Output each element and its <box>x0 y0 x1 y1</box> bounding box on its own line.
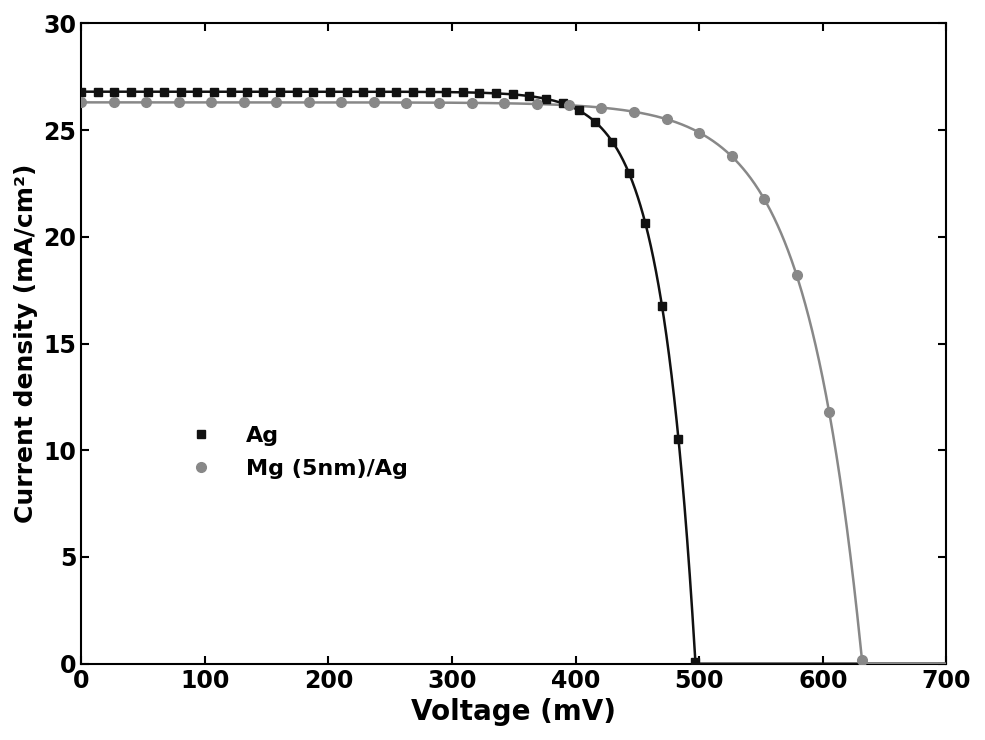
Mg (5nm)/Ag <box>856 656 868 665</box>
Y-axis label: Current density (mA/cm²): Current density (mA/cm²) <box>14 164 37 523</box>
Ag <box>275 87 287 96</box>
Ag <box>108 87 120 96</box>
Mg (5nm)/Ag <box>726 152 738 161</box>
Ag <box>225 87 236 96</box>
Ag <box>358 87 369 96</box>
Ag <box>607 137 619 146</box>
Mg (5nm)/Ag <box>531 100 543 109</box>
Ag <box>440 87 452 96</box>
Ag <box>324 87 336 96</box>
Ag <box>523 92 535 101</box>
Ag <box>390 87 402 96</box>
Mg (5nm)/Ag <box>628 107 640 116</box>
Line: Mg (5nm)/Ag: Mg (5nm)/Ag <box>77 98 867 665</box>
Ag <box>341 87 353 96</box>
Mg (5nm)/Ag <box>466 98 478 107</box>
Mg (5nm)/Ag <box>432 98 444 107</box>
Ag <box>175 87 187 96</box>
Ag <box>142 87 154 96</box>
Ag <box>690 657 701 666</box>
Mg (5nm)/Ag <box>107 98 119 107</box>
Ag <box>258 87 270 96</box>
Mg (5nm)/Ag <box>336 98 348 107</box>
Ag <box>208 87 220 96</box>
Ag <box>623 168 634 177</box>
Legend: Ag, Mg (5nm)/Ag: Ag, Mg (5nm)/Ag <box>162 414 419 490</box>
Mg (5nm)/Ag <box>140 98 152 107</box>
Mg (5nm)/Ag <box>172 98 184 107</box>
Ag <box>639 218 651 227</box>
Ag <box>557 99 568 108</box>
Ag <box>540 94 552 103</box>
Ag <box>125 87 137 96</box>
Mg (5nm)/Ag <box>400 98 412 107</box>
Mg (5nm)/Ag <box>661 115 673 124</box>
Mg (5nm)/Ag <box>368 98 380 107</box>
Mg (5nm)/Ag <box>563 101 575 110</box>
Mg (5nm)/Ag <box>303 98 315 107</box>
Mg (5nm)/Ag <box>596 103 608 112</box>
Ag <box>291 87 302 96</box>
Mg (5nm)/Ag <box>76 98 88 107</box>
Ag <box>158 87 169 96</box>
Ag <box>589 118 601 127</box>
Ag <box>374 87 386 96</box>
Ag <box>191 87 203 96</box>
Mg (5nm)/Ag <box>693 128 705 137</box>
X-axis label: Voltage (mV): Voltage (mV) <box>412 698 617 726</box>
Ag <box>573 106 585 115</box>
Mg (5nm)/Ag <box>823 407 835 416</box>
Ag <box>424 87 435 96</box>
Ag <box>474 88 486 97</box>
Ag <box>490 89 501 98</box>
Mg (5nm)/Ag <box>205 98 217 107</box>
Mg (5nm)/Ag <box>791 271 803 280</box>
Ag <box>656 302 668 311</box>
Ag <box>408 87 420 96</box>
Mg (5nm)/Ag <box>758 195 770 204</box>
Mg (5nm)/Ag <box>237 98 249 107</box>
Line: Ag: Ag <box>78 88 699 665</box>
Ag <box>241 87 253 96</box>
Mg (5nm)/Ag <box>271 98 283 107</box>
Ag <box>507 90 519 99</box>
Ag <box>307 87 319 96</box>
Ag <box>76 87 88 96</box>
Mg (5nm)/Ag <box>498 99 510 108</box>
Ag <box>92 87 103 96</box>
Ag <box>673 435 685 444</box>
Ag <box>457 88 469 97</box>
